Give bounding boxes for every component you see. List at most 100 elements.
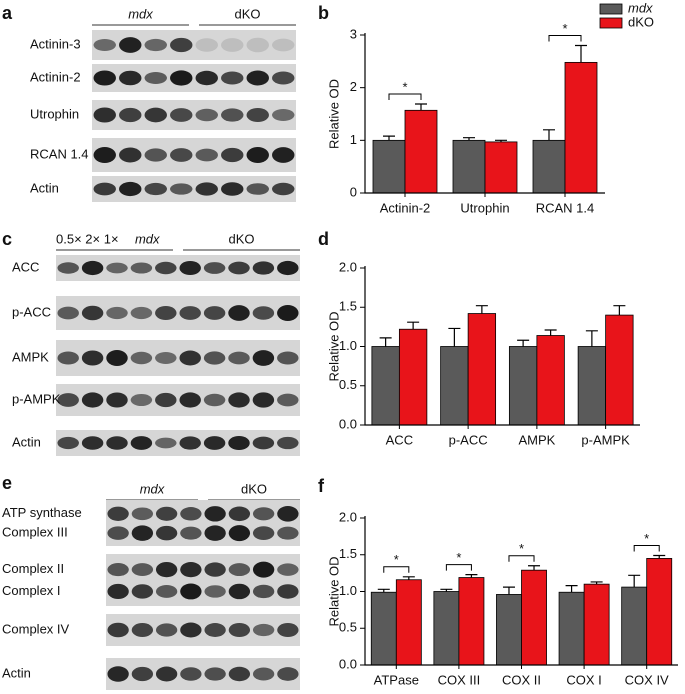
blot-band <box>246 183 269 195</box>
error-bar <box>377 588 390 593</box>
blot-band <box>228 506 251 522</box>
blot-band <box>81 350 104 366</box>
group-label: dKO <box>241 481 267 496</box>
blot-band <box>277 623 299 637</box>
blot-band <box>106 262 128 274</box>
blot-band <box>93 107 116 123</box>
bar <box>646 558 673 666</box>
blot-band <box>130 262 153 274</box>
blot-band <box>277 393 299 407</box>
error-bar <box>565 585 578 593</box>
bar <box>508 346 538 426</box>
blot-band <box>180 526 202 540</box>
significance-label: * <box>394 552 399 567</box>
error-bar <box>379 337 392 347</box>
blot-band <box>179 350 201 366</box>
blot-band <box>203 393 226 407</box>
blot-band <box>203 262 226 274</box>
bar <box>440 346 469 426</box>
blot-band <box>277 584 299 599</box>
blot-band <box>221 38 244 52</box>
blot-band <box>277 563 299 576</box>
bar <box>484 141 518 194</box>
blot-band <box>252 436 275 450</box>
blot-band <box>131 623 154 637</box>
axes <box>364 266 640 426</box>
error-bar <box>544 329 557 336</box>
bar <box>532 139 566 194</box>
blot-band <box>155 623 178 637</box>
blot-band <box>180 622 202 638</box>
bar <box>577 346 607 426</box>
blot-band <box>195 70 218 86</box>
blot-band <box>57 306 79 320</box>
blot-band <box>228 666 251 682</box>
blot-band <box>228 583 251 600</box>
blot-band <box>93 70 116 86</box>
blot-label: Actin <box>30 180 59 195</box>
blot-band <box>130 306 153 320</box>
blot-band <box>144 72 167 84</box>
blot-band <box>107 622 129 638</box>
blot-band <box>107 563 129 577</box>
blot-band <box>221 182 244 196</box>
error-bar <box>402 576 415 580</box>
bar <box>605 314 634 426</box>
blot-band <box>277 351 299 365</box>
blot-band <box>252 526 275 540</box>
bar <box>433 591 460 666</box>
blot-band <box>221 71 244 85</box>
blot-band <box>155 351 177 365</box>
blot-band <box>81 305 104 321</box>
error-bar <box>653 554 666 559</box>
blot-band <box>119 181 142 197</box>
blot-strip <box>106 500 300 546</box>
error-bar <box>517 339 530 347</box>
blot-band <box>180 507 202 521</box>
blot-label: AMPK <box>12 349 49 364</box>
blot-label: Actin <box>12 434 41 449</box>
blot-band <box>228 525 251 542</box>
blot-band <box>131 563 154 577</box>
blot-band <box>106 306 128 320</box>
error-bar <box>528 565 541 571</box>
blot-band <box>144 107 167 123</box>
legend-label: mdx <box>628 0 653 15</box>
blot-band <box>107 583 129 600</box>
blot-band <box>57 436 79 450</box>
panel-letter: f <box>318 476 325 496</box>
legend-swatch <box>599 3 623 15</box>
panel-letter: e <box>2 473 12 493</box>
blot-band <box>252 392 275 408</box>
blot-band <box>277 667 299 681</box>
x-tick-label: p-AMPK <box>581 432 630 447</box>
blot-band <box>155 392 177 408</box>
blot-band <box>195 148 218 162</box>
blot-band <box>107 506 129 521</box>
blot-strip <box>106 554 300 606</box>
blot-band <box>170 183 193 195</box>
blot-band <box>155 525 178 541</box>
blot-band <box>155 437 177 449</box>
error-bar <box>383 135 395 141</box>
y-tick-label: 1.0 <box>339 583 357 598</box>
blot-band <box>252 507 275 521</box>
error-bar <box>543 129 555 141</box>
blot-band <box>131 666 154 682</box>
blot-label: Actinin-2 <box>30 69 81 84</box>
blot-band <box>180 583 202 600</box>
bar <box>564 61 598 194</box>
error-bar <box>440 588 453 592</box>
significance-bracket <box>633 544 660 552</box>
y-tick-label: 1 <box>350 132 357 147</box>
blot-band <box>252 561 275 578</box>
x-tick-label: p-ACC <box>449 432 488 447</box>
blot-band <box>179 392 201 408</box>
x-tick-label: COX III <box>438 672 481 687</box>
error-bar <box>448 327 461 347</box>
error-bar <box>415 103 427 111</box>
bar <box>370 591 397 666</box>
blot-band <box>277 506 299 522</box>
bar <box>521 569 547 666</box>
